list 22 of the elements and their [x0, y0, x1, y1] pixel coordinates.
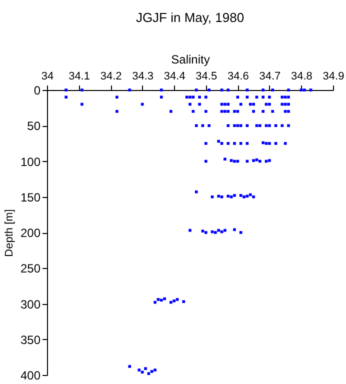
y-tick-label: 400 [20, 368, 41, 382]
x-tick-label: 34.3 [132, 70, 154, 82]
x-tick-label: 34.9 [322, 70, 344, 82]
x-tick-label: 34.8 [291, 70, 312, 82]
x-tick-label: 34.4 [164, 70, 186, 82]
y-tick-label: 350 [20, 332, 41, 347]
x-tick-label: 34.7 [259, 70, 281, 82]
y-tick-label: 0 [34, 84, 41, 98]
y-axis-title: Depth [m] [3, 209, 16, 257]
y-tick-label: 50 [27, 119, 41, 134]
y-tick-label: 200 [20, 226, 41, 240]
x-tick-label: 34.5 [196, 70, 218, 82]
x-axis-title: Salinity [171, 52, 210, 66]
y-tick-label: 100 [20, 154, 41, 169]
x-tick-label: 34.6 [227, 70, 249, 82]
y-tick-label: 300 [20, 297, 41, 312]
x-tick-label: 34.1 [68, 70, 90, 82]
x-tick-label: 34.2 [100, 70, 122, 82]
x-tick-label: 34 [41, 70, 54, 82]
chart-title: JGJF in May, 1980 [136, 10, 244, 25]
y-tick-label: 250 [20, 262, 41, 276]
y-tick-label: 150 [20, 190, 41, 204]
